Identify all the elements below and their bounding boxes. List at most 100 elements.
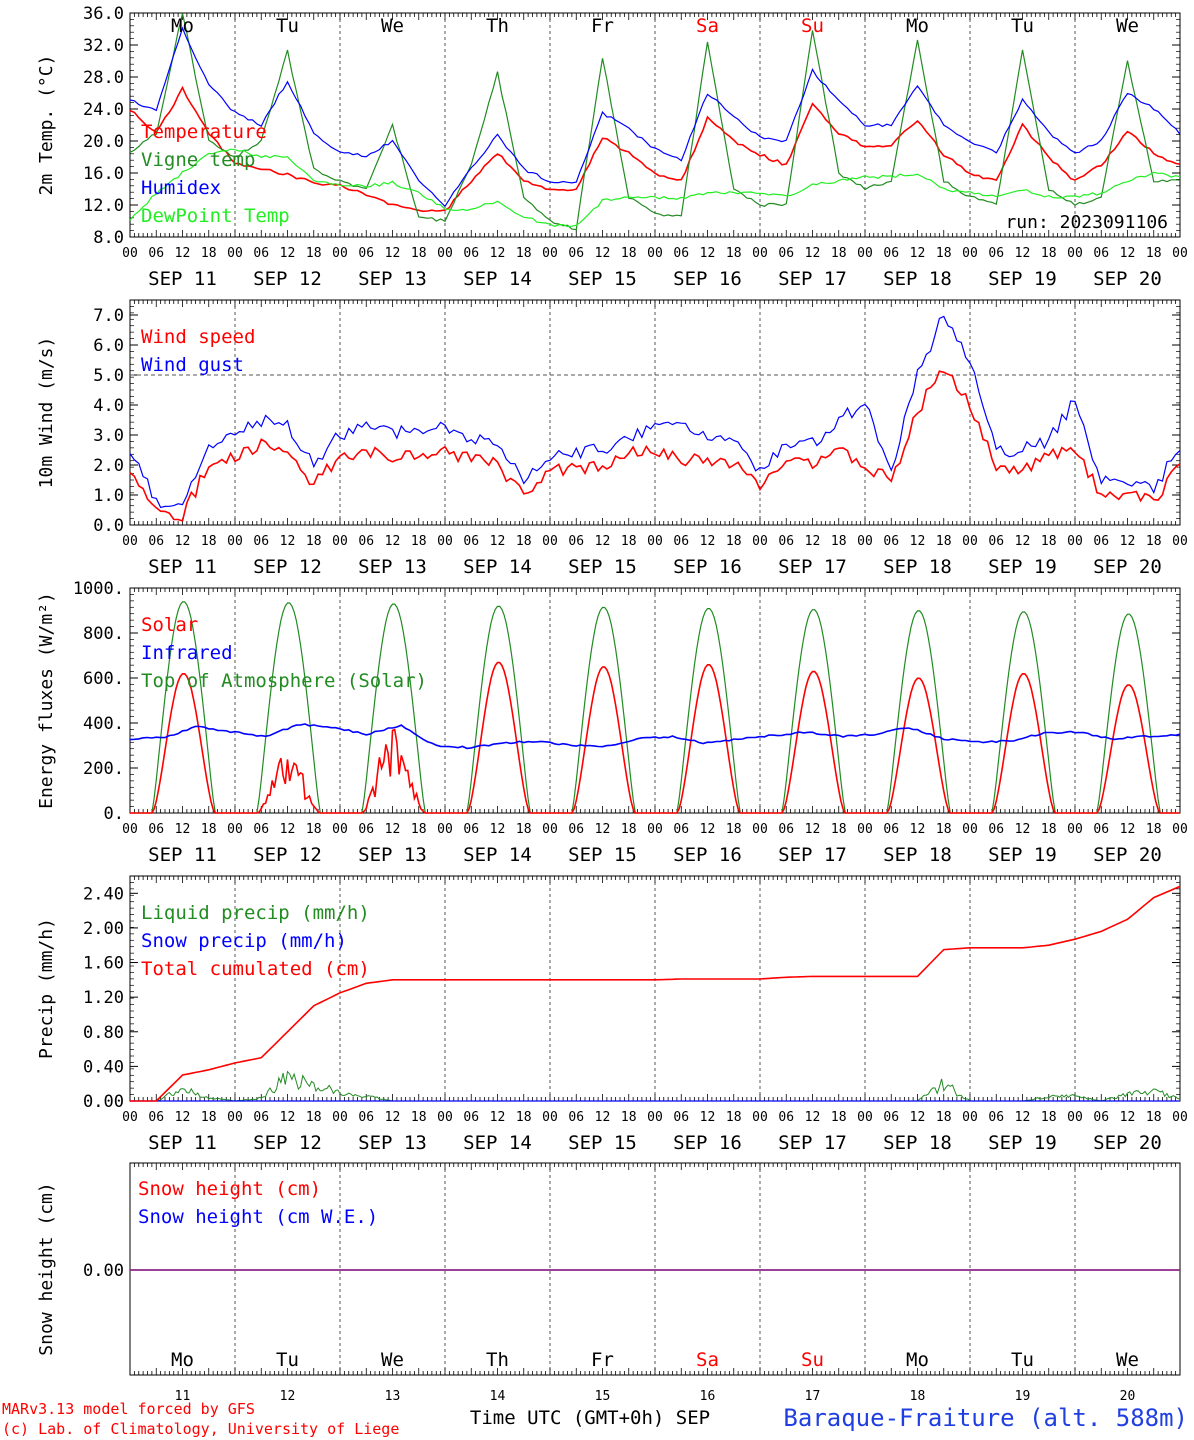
x-hour-label: 06	[358, 1110, 374, 1125]
x-hour-label: 06	[883, 1110, 899, 1125]
x-hour-label: 12	[385, 1110, 401, 1125]
x-date-label: SEP 18	[883, 1132, 952, 1154]
x-hour-label: 18	[1041, 1110, 1057, 1125]
y-tick-label: 1.20	[83, 988, 124, 1008]
x-hour-label: 00	[227, 822, 243, 837]
x-date-label: SEP 15	[568, 844, 637, 866]
x-date-label: SEP 12	[253, 556, 322, 578]
x-hour-label: 06	[463, 822, 479, 837]
x-hour-label: 12	[280, 246, 296, 261]
legend-entry: DewPoint Temp	[141, 205, 290, 227]
x-hour-label: 18	[1041, 534, 1057, 549]
x-hour-label: 12	[910, 534, 926, 549]
x-hour-label: 12	[280, 822, 296, 837]
x-date-label: SEP 13	[358, 556, 427, 578]
x-date-label: SEP 20	[1093, 844, 1162, 866]
day-of-week-label: We	[1116, 1349, 1139, 1371]
series-line-1	[129, 13, 1181, 231]
y-tick-label: 12.0	[83, 196, 124, 216]
day-of-week-label: Mo	[906, 1349, 929, 1371]
x-hour-label: 18	[831, 534, 847, 549]
x-date-label: SEP 11	[148, 556, 217, 578]
y-tick-label: 3.0	[93, 426, 124, 446]
x-hour-label: 06	[253, 534, 269, 549]
x-hour-label: 06	[253, 1110, 269, 1125]
x-hour-label: 00	[1067, 246, 1083, 261]
y-tick-label: 36.0	[83, 4, 124, 24]
day-number-label: 11	[175, 1389, 191, 1404]
x-hour-label: 06	[778, 822, 794, 837]
x-date-label: SEP 13	[358, 268, 427, 290]
x-hour-label: 18	[516, 822, 532, 837]
x-hour-label: 00	[647, 534, 663, 549]
legend-entry: Wind gust	[141, 354, 244, 376]
y-tick-label: 800.	[83, 624, 124, 644]
x-hour-label: 00	[437, 1110, 453, 1125]
x-date-label: SEP 12	[253, 844, 322, 866]
x-hour-label: 00	[752, 246, 768, 261]
x-hour-label: 00	[962, 1110, 978, 1125]
x-date-label: SEP 20	[1093, 556, 1162, 578]
x-hour-label: 12	[700, 534, 716, 549]
x-hour-label: 06	[778, 1110, 794, 1125]
x-hour-label: 00	[962, 246, 978, 261]
x-hour-label: 18	[411, 534, 427, 549]
x-hour-label: 06	[988, 534, 1004, 549]
x-date-label: SEP 16	[673, 556, 742, 578]
x-hour-label: 18	[516, 246, 532, 261]
x-hour-label: 06	[883, 534, 899, 549]
x-hour-label: 18	[726, 1110, 742, 1125]
y-tick-label: 2.00	[83, 919, 124, 939]
x-hour-label: 18	[1146, 246, 1162, 261]
x-hour-label: 18	[306, 246, 322, 261]
x-hour-label: 12	[805, 534, 821, 549]
x-hour-label: 00	[122, 534, 138, 549]
day-number-label: 19	[1015, 1389, 1031, 1404]
x-hour-label: 12	[1120, 534, 1136, 549]
x-hour-label: 18	[411, 246, 427, 261]
x-hour-label: 18	[1041, 822, 1057, 837]
panel-frame	[129, 299, 1181, 526]
x-date-label: SEP 11	[148, 1132, 217, 1154]
x-hour-label: 18	[306, 534, 322, 549]
x-hour-label: 06	[463, 534, 479, 549]
x-hour-label: 12	[175, 246, 191, 261]
y-tick-label: 5.0	[93, 366, 124, 386]
x-hour-label: 18	[411, 822, 427, 837]
day-of-week-label: Tu	[276, 1349, 299, 1371]
x-date-label: SEP 17	[778, 1132, 847, 1154]
series-line-3	[129, 148, 1181, 228]
legend-entry: Humidex	[141, 177, 221, 199]
x-hour-label: 18	[201, 1110, 217, 1125]
y-tick-label: 1.60	[83, 954, 124, 974]
day-of-week-label: Th	[486, 15, 509, 37]
series-line-2	[129, 26, 1181, 208]
series-line-1	[129, 315, 1181, 509]
credit-line-2: (c) Lab. of Climatology, University of L…	[2, 1420, 399, 1438]
x-hour-label: 06	[778, 534, 794, 549]
x-date-label: SEP 19	[988, 844, 1057, 866]
x-hour-label: 06	[1093, 1110, 1109, 1125]
x-hour-label: 18	[621, 534, 637, 549]
x-hour-label: 18	[621, 246, 637, 261]
x-date-label: SEP 18	[883, 844, 952, 866]
x-date-label: SEP 15	[568, 268, 637, 290]
x-hour-label: 18	[201, 246, 217, 261]
x-hour-label: 18	[726, 822, 742, 837]
x-hour-label: 12	[595, 534, 611, 549]
x-hour-label: 18	[201, 534, 217, 549]
x-date-label: SEP 11	[148, 844, 217, 866]
x-hour-label: 12	[490, 246, 506, 261]
day-number-label: 16	[700, 1389, 716, 1404]
x-hour-label: 12	[595, 822, 611, 837]
day-of-week-label: We	[381, 1349, 404, 1371]
x-hour-label: 06	[358, 822, 374, 837]
x-hour-label: 18	[936, 1110, 952, 1125]
y-tick-label: 20.0	[83, 132, 124, 152]
x-date-label: SEP 14	[463, 268, 532, 290]
legend-entry: Solar	[141, 614, 198, 636]
x-date-label: SEP 13	[358, 844, 427, 866]
x-hour-label: 00	[437, 822, 453, 837]
x-hour-label: 18	[1146, 822, 1162, 837]
